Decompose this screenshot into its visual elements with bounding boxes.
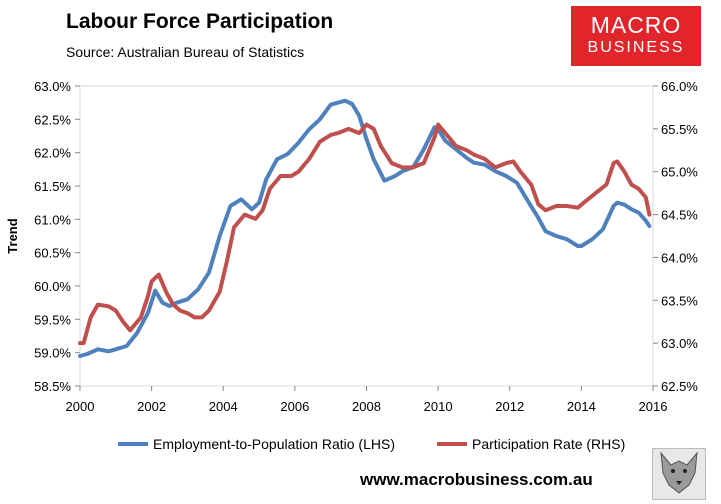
wolf-mascot-image bbox=[652, 448, 706, 500]
legend-label-employment: Employment-to-Population Ratio (LHS) bbox=[153, 436, 395, 452]
left-tick-label: 63.0% bbox=[34, 79, 71, 94]
legend-label-participation: Participation Rate (RHS) bbox=[472, 436, 626, 452]
right-tick-label: 65.5% bbox=[661, 122, 698, 137]
chart-title: Labour Force Participation bbox=[66, 10, 334, 33]
x-tick-label: 2000 bbox=[66, 399, 95, 414]
left-tick-label: 59.5% bbox=[34, 312, 71, 327]
x-tick-label: 2006 bbox=[280, 399, 309, 414]
logo-line-2: BUSINESS bbox=[587, 39, 685, 56]
macrobusiness-logo[interactable]: MACRO BUSINESS bbox=[571, 6, 701, 66]
left-tick-label: 59.0% bbox=[34, 346, 71, 361]
right-tick-label: 66.0% bbox=[661, 79, 698, 94]
x-tick-label: 2002 bbox=[137, 399, 166, 414]
x-tick-label: 2012 bbox=[495, 399, 524, 414]
logo-line-1: MACRO bbox=[590, 12, 682, 38]
left-tick-label: 60.5% bbox=[34, 246, 71, 261]
series-group bbox=[78, 98, 652, 358]
chart-subtitle: Source: Australian Bureau of Statistics bbox=[66, 44, 305, 60]
x-tick-label: 2010 bbox=[424, 399, 453, 414]
right-y-axis: 62.5% 63.0% 63.5% 64.0% 64.5% 65.0% 65.5% 66.0% bbox=[653, 79, 698, 394]
series-line-participation-rate bbox=[78, 122, 652, 346]
x-tick-label: 2014 bbox=[567, 399, 596, 414]
x-tick-label: 2016 bbox=[639, 399, 668, 414]
plot-area bbox=[79, 85, 654, 387]
left-tick-label: 60.0% bbox=[34, 279, 71, 294]
left-y-axis: 58.5% 59.0% 59.5% 60.0% 60.5% 61.0% 61.5% 62.0%… bbox=[34, 79, 80, 394]
right-tick-label: 63.0% bbox=[661, 336, 698, 351]
x-tick-label: 2004 bbox=[209, 399, 238, 414]
left-tick-label: 61.5% bbox=[34, 179, 71, 194]
footer-url[interactable]: www.macrobusiness.com.au bbox=[360, 470, 593, 489]
right-tick-label: 65.0% bbox=[661, 165, 698, 180]
left-tick-label: 58.5% bbox=[34, 379, 71, 394]
right-tick-label: 63.5% bbox=[661, 293, 698, 308]
left-tick-label: 61.0% bbox=[34, 212, 71, 227]
right-tick-label: 62.5% bbox=[661, 379, 698, 394]
right-tick-label: 64.0% bbox=[661, 250, 698, 265]
left-tick-label: 62.5% bbox=[34, 112, 71, 127]
right-tick-label: 64.5% bbox=[661, 208, 698, 223]
x-tick-label: 2008 bbox=[352, 399, 381, 414]
series-line-employment-ratio bbox=[78, 98, 652, 358]
y-axis-label: Trend bbox=[5, 218, 20, 253]
x-axis: 2000 2002 2004 2006 2008 2010 2012 2014 2016 bbox=[66, 386, 668, 414]
left-tick-label: 62.0% bbox=[34, 146, 71, 161]
